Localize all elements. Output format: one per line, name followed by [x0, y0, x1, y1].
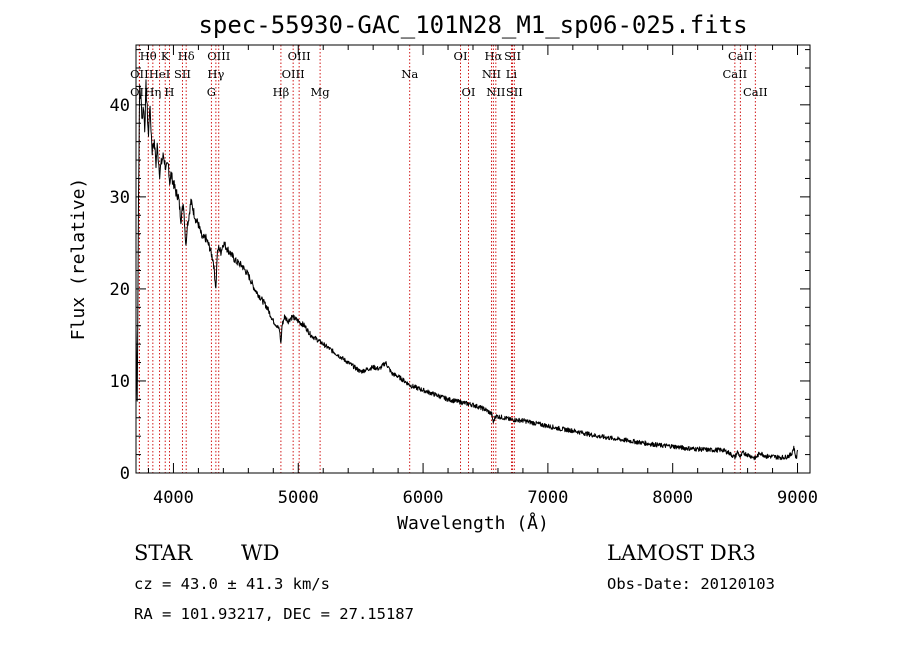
y-tick-label: 40 — [110, 96, 130, 116]
x-tick-label: 4000 — [153, 488, 194, 508]
survey-name: LAMOST DR3 — [607, 541, 756, 565]
spectral-line-label: Hη — [144, 85, 161, 99]
y-tick-label: 20 — [110, 280, 130, 300]
spectral-line-label: K — [161, 49, 170, 63]
y-tick-label: 0 — [120, 464, 130, 484]
x-tick-label: 6000 — [403, 488, 444, 508]
object-class: STAR — [134, 541, 193, 565]
spectral-line-label: Hβ — [273, 85, 290, 99]
y-tick-label: 10 — [110, 372, 130, 392]
spectral-line-label: SII — [506, 85, 523, 99]
spectral-line-label: SII — [504, 49, 521, 63]
spectral-line-label: Mg — [311, 85, 331, 99]
plot-frame — [135, 44, 811, 474]
spectral-line-label: Li — [506, 67, 518, 81]
spectral-line-label: H — [164, 85, 174, 99]
spectral-line-label: Na — [401, 67, 418, 81]
spectrum-series — [135, 79, 798, 461]
spectral-line-label: OI — [454, 49, 468, 63]
spectral-line-label: Hα — [484, 49, 502, 63]
spectral-line-label: Hγ — [207, 67, 224, 81]
x-tick-label: 9000 — [777, 488, 818, 508]
coordinates: RA = 101.93217, DEC = 27.15187 — [134, 605, 414, 623]
spectral-line-label: SII — [174, 67, 191, 81]
spectral-line-label: CaII — [743, 85, 768, 99]
y-tick-label: 30 — [110, 188, 130, 208]
spectral-line-label: OI — [462, 85, 476, 99]
x-tick-label: 5000 — [278, 488, 319, 508]
spectral-line-label: HeI — [149, 67, 170, 81]
spectral-line-label: CaII — [722, 67, 747, 81]
spectral-line-label: NII — [486, 85, 505, 99]
x-tick-label: 8000 — [652, 488, 693, 508]
spectral-line-label: NII — [482, 67, 501, 81]
spectral-line-label: CaII — [728, 49, 753, 63]
spectral-line-label: Hθ — [140, 49, 157, 63]
spectral-line-label: OIII — [207, 49, 230, 63]
spectral-line-label: G — [207, 85, 216, 99]
chart-title: spec-55930-GAC_101N28_M1_sp06-025.fits — [198, 11, 747, 39]
redshift-velocity: cz = 43.0 ± 41.3 km/s — [134, 575, 330, 593]
y-axis-label: Flux (relative) — [68, 178, 89, 341]
spectral-line-label: OIII — [282, 67, 305, 81]
spectral-line-label: Hδ — [178, 49, 195, 63]
x-axis-label: Wavelength (Å) — [397, 512, 549, 534]
object-subclass: WD — [241, 541, 279, 565]
spectral-line-label: OIII — [288, 49, 311, 63]
y-axis: 0 10 20 30 40 — [110, 49, 810, 484]
x-tick-label: 7000 — [527, 488, 568, 508]
x-axis: 4000 5000 6000 7000 8000 9000 — [147, 45, 818, 508]
observation-date: Obs-Date: 20120103 — [607, 575, 775, 593]
